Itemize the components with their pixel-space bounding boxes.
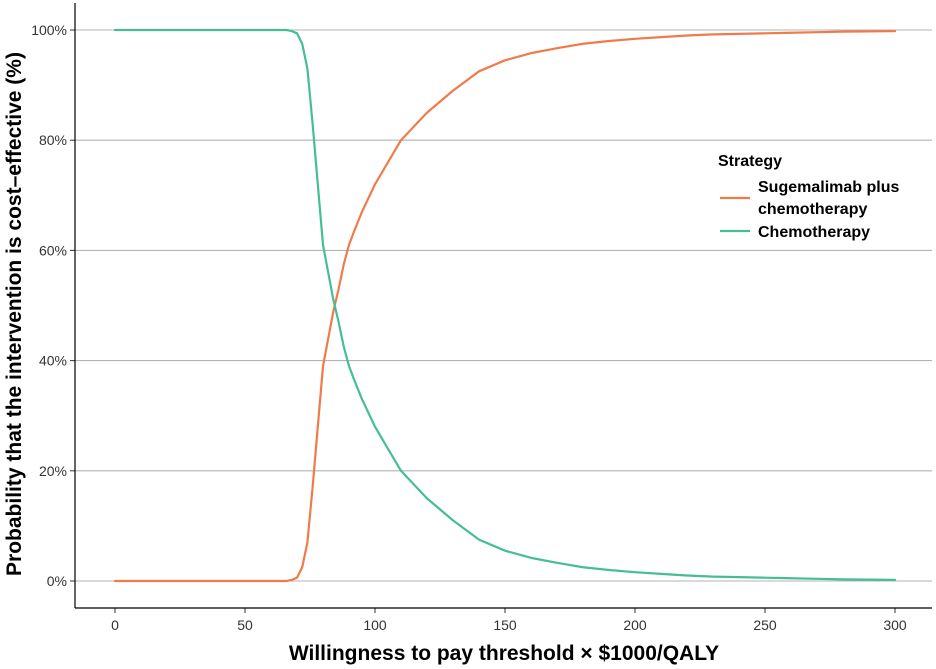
x-tick-label-150: 150 (493, 617, 517, 633)
series-lines (113, 28, 897, 583)
x-tick-label-50: 50 (237, 617, 253, 633)
axes (70, 3, 932, 613)
x-axis-title: Willingness to pay threshold × $1000/QAL… (289, 642, 719, 665)
x-tick-label-100: 100 (363, 617, 387, 633)
series-line-chemotherapy (113, 28, 897, 582)
y-axis-title: Probability that the intervention is cos… (3, 52, 26, 576)
y-tick-label-0: 0% (47, 573, 67, 589)
legend-label-sugemalimab-line2: chemotherapy (758, 201, 867, 218)
legend-entry-sugemalimab: Sugemalimab plus chemotherapy (720, 179, 899, 218)
tick-labels: 0% 20% 40% 60% 80% 100% 0 50 100 150 200 250 300 (31, 22, 907, 633)
legend-entry-chemotherapy: Chemotherapy (720, 224, 870, 241)
y-tick-label-100: 100% (31, 22, 67, 38)
legend: Strategy Sugemalimab plus chemotherapy C… (718, 153, 899, 241)
legend-label-chemotherapy: Chemotherapy (758, 224, 870, 241)
gridlines (75, 29, 932, 582)
legend-label-sugemalimab-line1: Sugemalimab plus (758, 179, 899, 196)
x-tick-label-250: 250 (753, 617, 777, 633)
y-tick-label-80: 80% (39, 132, 67, 148)
y-tick-label-40: 40% (39, 353, 67, 369)
x-tick-label-200: 200 (623, 617, 647, 633)
legend-title: Strategy (718, 153, 782, 170)
x-tick-label-0: 0 (111, 617, 119, 633)
y-tick-label-60: 60% (39, 242, 67, 258)
y-tick-label-20: 20% (39, 463, 67, 479)
x-tick-label-300: 300 (883, 617, 907, 633)
series-line-sugemalimab-chemotherapy (113, 30, 897, 583)
